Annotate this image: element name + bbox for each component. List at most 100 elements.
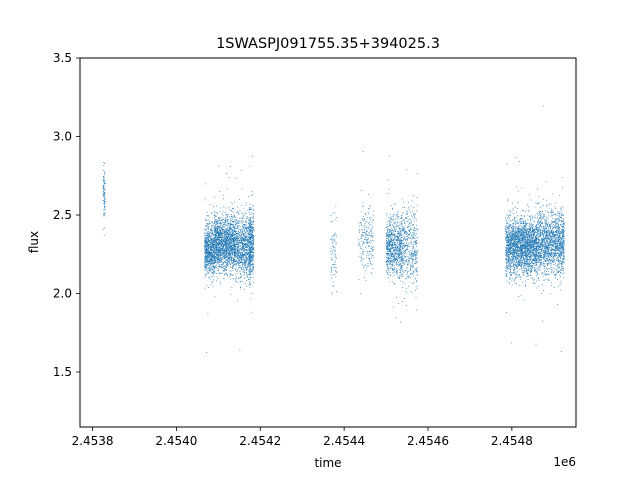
data-point: [371, 234, 372, 236]
data-point: [228, 244, 229, 246]
data-point: [239, 262, 241, 264]
data-point: [248, 263, 250, 264]
data-point: [231, 249, 233, 250]
data-point: [207, 247, 209, 249]
data-point: [401, 234, 402, 236]
data-point: [247, 220, 249, 222]
data-point: [387, 229, 389, 230]
data-point: [227, 265, 229, 267]
data-point: [225, 217, 227, 219]
data-point: [389, 275, 391, 276]
data-point: [232, 230, 234, 232]
data-point: [229, 264, 231, 265]
data-point: [394, 235, 396, 237]
data-point: [225, 232, 227, 233]
data-point: [225, 234, 227, 236]
data-point: [397, 210, 399, 212]
data-point: [388, 226, 390, 227]
data-point: [245, 243, 247, 245]
data-point: [391, 246, 392, 248]
data-point: [404, 246, 406, 247]
data-point: [245, 236, 247, 238]
data-point: [208, 253, 210, 255]
data-point: [239, 248, 241, 250]
data-point: [208, 261, 210, 263]
data-point: [225, 272, 227, 274]
data-point: [231, 246, 232, 248]
data-point: [362, 258, 364, 260]
data-point: [228, 223, 229, 225]
data-point: [224, 251, 226, 253]
data-point: [217, 248, 219, 249]
data-point: [398, 255, 400, 257]
data-point: [389, 155, 391, 157]
data-point: [233, 224, 235, 225]
data-point: [103, 228, 104, 230]
data-point: [238, 267, 240, 269]
data-point: [244, 243, 246, 245]
data-point: [222, 217, 224, 219]
data-point: [242, 251, 243, 253]
data-point: [406, 218, 407, 220]
data-point: [234, 221, 236, 223]
data-point: [367, 211, 369, 213]
data-point: [229, 273, 231, 275]
data-point: [222, 243, 224, 245]
data-point: [253, 223, 255, 225]
data-point: [252, 251, 253, 253]
data-point: [219, 220, 221, 221]
data-point: [212, 262, 214, 264]
data-point: [207, 244, 208, 246]
data-point: [410, 269, 412, 271]
data-point: [387, 238, 389, 239]
data-point: [212, 265, 214, 267]
data-point: [244, 265, 246, 267]
data-point: [386, 242, 388, 244]
data-point: [244, 262, 246, 264]
data-point: [335, 257, 337, 259]
data-point: [212, 241, 214, 243]
data-point: [205, 256, 206, 257]
data-point: [401, 243, 403, 245]
data-point: [392, 270, 394, 272]
data-point: [238, 252, 240, 254]
data-point: [387, 242, 389, 244]
data-point: [330, 215, 332, 216]
data-point: [242, 249, 244, 251]
data-point: [219, 246, 221, 248]
data-point: [398, 249, 400, 251]
data-point: [387, 238, 389, 240]
data-point: [400, 275, 402, 277]
data-point: [247, 258, 249, 260]
data-point: [389, 261, 391, 262]
data-point: [390, 262, 391, 264]
data-point: [332, 281, 334, 283]
data-point: [103, 177, 105, 178]
data-point: [206, 267, 207, 269]
data-point: [401, 268, 403, 270]
data-point: [252, 247, 253, 249]
data-point: [366, 239, 368, 240]
data-point: [213, 241, 215, 242]
data-point: [219, 221, 221, 223]
data-point: [389, 231, 391, 233]
data-point: [334, 219, 336, 221]
data-point: [218, 273, 220, 275]
data-point: [211, 230, 213, 232]
data-point: [239, 236, 241, 237]
data-point: [251, 247, 252, 249]
data-point: [334, 260, 336, 262]
data-point: [390, 225, 392, 227]
data-point: [386, 235, 387, 237]
data-point: [368, 213, 370, 215]
data-point: [395, 240, 397, 242]
data-point: [412, 247, 414, 249]
data-point: [400, 250, 401, 252]
data-point: [397, 264, 399, 266]
data-point: [225, 232, 227, 234]
data-point: [247, 245, 249, 247]
data-point: [387, 249, 389, 250]
data-point: [368, 233, 370, 235]
data-point: [333, 264, 335, 266]
data-point: [217, 261, 219, 263]
